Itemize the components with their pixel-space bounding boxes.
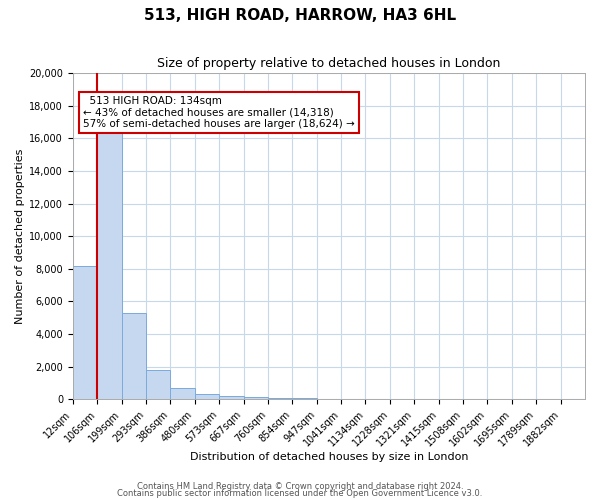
Bar [97, 128, 122, 400]
Text: Contains public sector information licensed under the Open Government Licence v3: Contains public sector information licen… [118, 490, 482, 498]
Text: Contains HM Land Registry data © Crown copyright and database right 2024.: Contains HM Land Registry data © Crown c… [137, 482, 463, 491]
Bar [268, 398, 292, 400]
Y-axis label: Number of detached properties: Number of detached properties [15, 148, 25, 324]
Bar [195, 394, 219, 400]
Text: 513 HIGH ROAD: 134sqm  
← 43% of detached houses are smaller (14,318)
57% of sem: 513 HIGH ROAD: 134sqm ← 43% of detached … [83, 96, 355, 129]
Title: Size of property relative to detached houses in London: Size of property relative to detached ho… [157, 58, 500, 70]
Bar [170, 388, 195, 400]
Text: 513, HIGH ROAD, HARROW, HA3 6HL: 513, HIGH ROAD, HARROW, HA3 6HL [144, 8, 456, 22]
X-axis label: Distribution of detached houses by size in London: Distribution of detached houses by size … [190, 452, 468, 462]
Bar [292, 398, 317, 400]
Bar [73, 266, 97, 400]
Bar [219, 396, 244, 400]
Bar [244, 397, 268, 400]
Bar [146, 370, 170, 400]
Bar [122, 313, 146, 400]
